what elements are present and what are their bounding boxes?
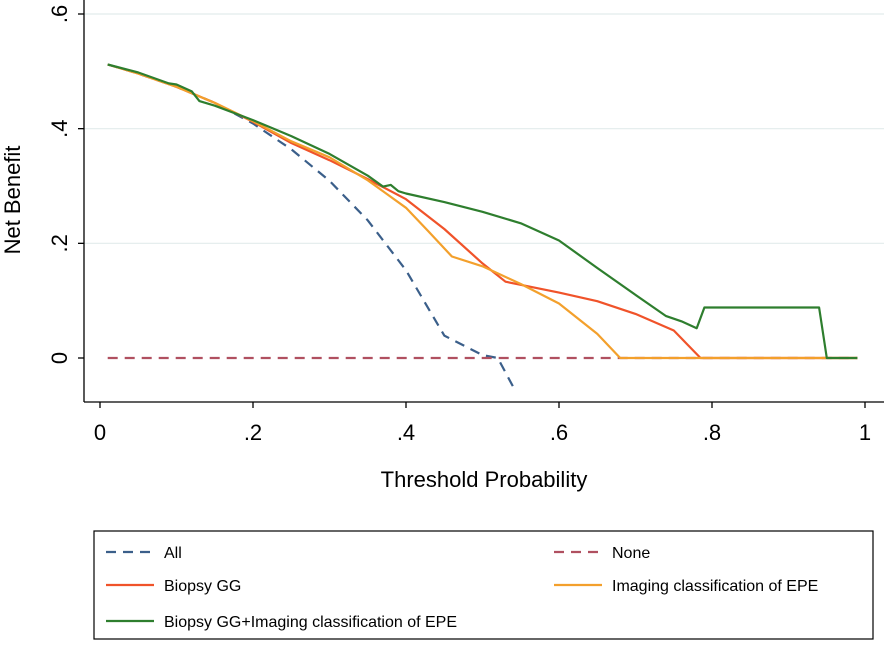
x-tick-label: 0 [94, 420, 106, 445]
series-line-imaging-epe [107, 63, 858, 360]
legend-label-all: All [164, 545, 182, 562]
grid-layer [84, 13, 884, 244]
y-tick-label: .6 [47, 5, 72, 23]
x-tick-label: 1 [859, 420, 871, 445]
y-tick-label: .4 [47, 119, 72, 137]
x-axis-title: Threshold Probability [381, 467, 588, 492]
legend: All None Biopsy GG Imaging classification o… [93, 530, 874, 640]
x-tick-label: .4 [397, 420, 415, 445]
legend-label-combined: Biopsy GG+Imaging classification of EPE [164, 614, 457, 631]
x-tick-label: .8 [703, 420, 721, 445]
y-axis-title: Net Benefit [0, 146, 25, 255]
legend-label-biopsy-gg: Biopsy GG [164, 578, 241, 595]
y-tick-label: .2 [47, 234, 72, 252]
y-tick-label: 0 [47, 352, 72, 364]
legend-label-none: None [612, 545, 650, 562]
legend-box [93, 530, 874, 640]
x-tick-label: .6 [550, 420, 568, 445]
axis-layer: 0 .2 .4 .6 0 .2 .4 .6 .8 1 [47, 0, 884, 445]
x-tick-label: .2 [244, 420, 262, 445]
series-line-all [107, 63, 515, 388]
legend-label-imaging-epe: Imaging classification of EPE [612, 578, 818, 595]
series-layer [107, 63, 858, 388]
series-line-combined [107, 63, 858, 360]
